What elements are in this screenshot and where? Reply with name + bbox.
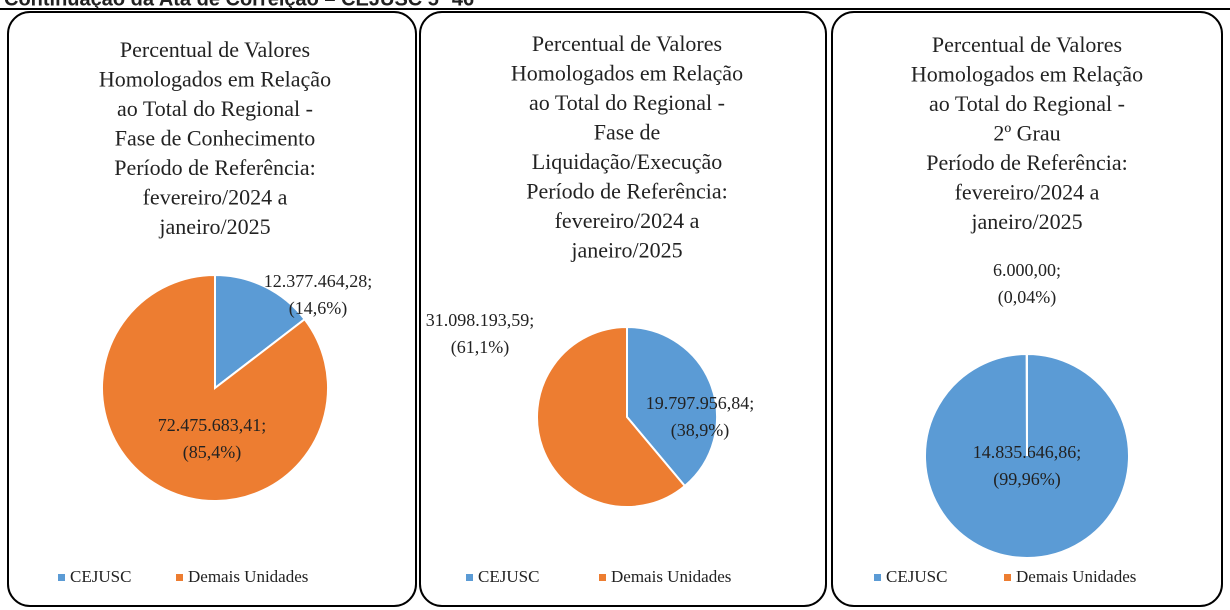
data-label: (38,9%) bbox=[671, 420, 729, 441]
chart-title: Percentual de Valores bbox=[932, 32, 1122, 57]
chart-title: ao Total do Regional - bbox=[529, 90, 725, 115]
data-label: 6.000,00; bbox=[993, 260, 1061, 280]
data-label: (0,04%) bbox=[998, 287, 1056, 308]
chart-title: fevereiro/2024 a bbox=[143, 185, 288, 210]
chart-title: Homologados em Relação bbox=[911, 62, 1143, 87]
chart-title: Homologados em Relação bbox=[511, 61, 743, 86]
data-label: 12.377.464,28; bbox=[264, 271, 373, 291]
chart-title: Percentual de Valores bbox=[120, 37, 310, 62]
pie-slice bbox=[214, 273, 307, 391]
data-label: 19.797.956,84; bbox=[646, 393, 755, 413]
chart-title: Fase de bbox=[594, 120, 661, 145]
chart-title: 2º Grau bbox=[993, 121, 1060, 146]
chart-title: fevereiro/2024 a bbox=[955, 180, 1100, 205]
chart-title: janeiro/2025 bbox=[970, 209, 1082, 234]
legend-label: CEJUSC bbox=[70, 567, 131, 586]
legend-label: CEJUSC bbox=[478, 567, 539, 586]
data-label: (85,4%) bbox=[183, 442, 241, 463]
legend-swatch bbox=[176, 574, 183, 581]
data-label: (61,1%) bbox=[451, 337, 509, 358]
legend-label: Demais Unidades bbox=[611, 567, 731, 586]
pie-slice bbox=[536, 325, 687, 508]
data-label: 31.098.193,59; bbox=[426, 310, 535, 330]
legend-label: Demais Unidades bbox=[188, 567, 308, 586]
chart-title: fevereiro/2024 a bbox=[555, 208, 700, 233]
pie-slice bbox=[626, 325, 718, 488]
chart-title: Liquidação/Execução bbox=[532, 149, 723, 174]
legend-label: Demais Unidades bbox=[1016, 567, 1136, 586]
legend-swatch bbox=[58, 574, 65, 581]
page-header: Continuação da Ata de Correição – CEJUSC… bbox=[4, 0, 474, 10]
chart-title: janeiro/2025 bbox=[158, 214, 270, 239]
legend-label: CEJUSC bbox=[886, 567, 947, 586]
data-label: (14,6%) bbox=[289, 298, 347, 319]
pie-slice bbox=[101, 273, 329, 502]
legend-swatch bbox=[466, 574, 473, 581]
panel bbox=[419, 11, 827, 607]
chart-title: Homologados em Relação bbox=[99, 67, 331, 92]
data-label: 72.475.683,41; bbox=[158, 415, 267, 435]
chart-title: Fase de Conhecimento bbox=[115, 126, 315, 151]
chart-title: Percentual de Valores bbox=[532, 31, 722, 56]
legend-swatch bbox=[874, 574, 881, 581]
legend-swatch bbox=[1004, 574, 1011, 581]
chart-title: Período de Referência: bbox=[526, 179, 728, 204]
panel bbox=[831, 11, 1223, 607]
legend-swatch bbox=[599, 574, 606, 581]
chart-title: janeiro/2025 bbox=[570, 238, 682, 263]
chart-title: ao Total do Regional - bbox=[929, 91, 1125, 116]
data-label: (99,96%) bbox=[993, 469, 1060, 490]
panel bbox=[7, 11, 417, 607]
chart-title: ao Total do Regional - bbox=[117, 96, 313, 121]
chart-title: Período de Referência: bbox=[114, 155, 316, 180]
chart-title: Período de Referência: bbox=[926, 150, 1128, 175]
